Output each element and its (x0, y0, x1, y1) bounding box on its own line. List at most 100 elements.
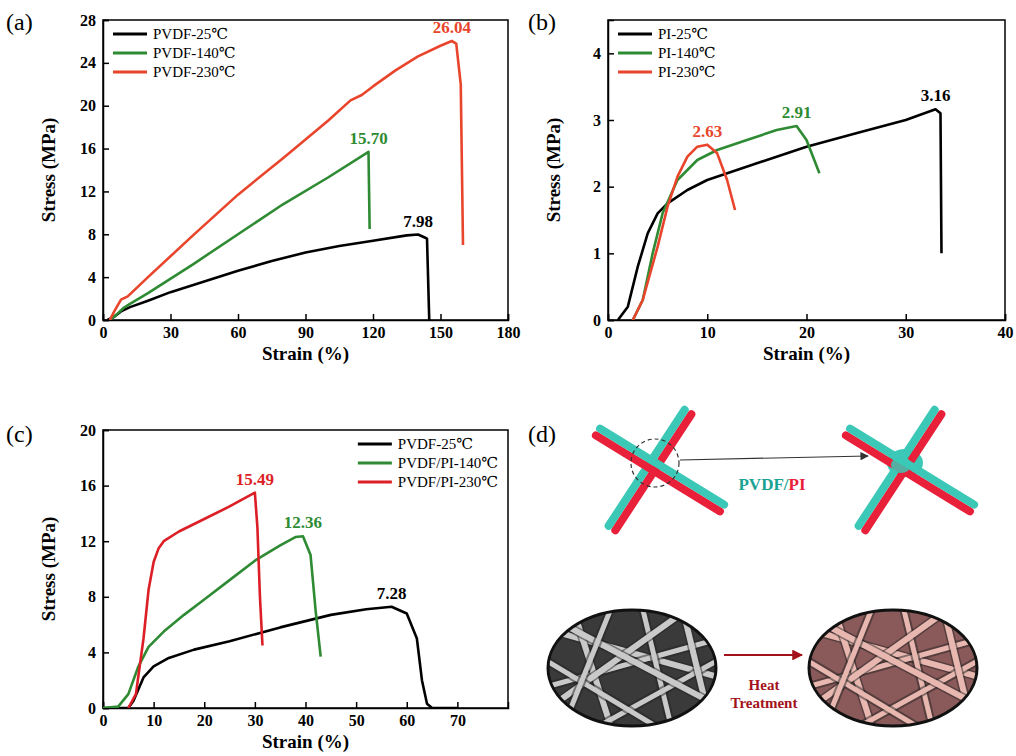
x-axis-title: Strain (%) (262, 343, 349, 365)
fiber-pvdf (859, 410, 935, 526)
tick: 20 (80, 97, 109, 114)
tick: 4 (88, 269, 109, 286)
tick: 70 (450, 702, 466, 729)
tick-mark (806, 314, 808, 320)
micrograph-fiber (562, 606, 612, 730)
plot-frame (103, 430, 508, 708)
tick-label: 180 (497, 324, 521, 341)
annotation: 7.28 (377, 584, 407, 603)
tick-label: 16 (80, 140, 96, 157)
tick-label: 0 (605, 324, 613, 341)
legend-swatch (358, 462, 392, 465)
y-axis: 048121620 (80, 422, 109, 717)
tick-label: 30 (247, 712, 263, 729)
tick: 30 (163, 314, 179, 341)
x-axis-title: Strain (%) (262, 731, 349, 753)
tick-mark (103, 234, 109, 236)
legend: PVDF-25℃PVDF/PI-140℃PVDF/PI-230℃ (358, 436, 498, 490)
panel: 01020304001234Strain (%)Stress (MPa)PI-2… (543, 20, 1014, 365)
tick-mark (906, 314, 908, 320)
legend-label: PI-140℃ (658, 45, 716, 61)
tick: 12 (80, 183, 109, 200)
tick-label: 10 (700, 324, 716, 341)
axis-line (609, 21, 615, 321)
annotation: 7.98 (403, 212, 433, 231)
legend-swatch (618, 52, 652, 55)
tick-mark (103, 652, 109, 654)
line (110, 41, 463, 320)
tick: 90 (298, 314, 314, 341)
tick-mark (103, 105, 109, 107)
tick: 0 (88, 312, 109, 329)
axis-line (104, 431, 110, 709)
tick: 60 (231, 314, 247, 341)
tick-mark (103, 430, 109, 432)
legend-swatch (113, 71, 147, 74)
line (633, 145, 735, 320)
tick-label: 12 (80, 183, 96, 200)
tick-mark (153, 702, 155, 708)
annotation: 2.91 (782, 103, 812, 122)
fiber-label-part: PVDF (738, 475, 783, 494)
tick: 16 (80, 477, 109, 494)
tick: 50 (349, 702, 365, 729)
tick: 0 (88, 700, 109, 717)
panel-label: (b) (528, 9, 556, 35)
tick: 16 (80, 140, 109, 157)
line (108, 235, 430, 321)
tick: 4 (593, 45, 614, 62)
tick: 3 (593, 112, 614, 129)
tick-label: 20 (80, 422, 96, 439)
micrograph-ground (542, 606, 722, 730)
tick-label: 28 (80, 12, 96, 29)
tick: 2 (593, 178, 614, 195)
tick: 30 (898, 314, 914, 341)
y-axis: 0481216202428 (80, 12, 109, 329)
legend: PI-25℃PI-140℃PI-230℃ (618, 26, 716, 80)
x-axis: 010203040 (605, 314, 1014, 341)
x-axis: 0306090120150180 (100, 314, 521, 341)
tick-mark (255, 702, 257, 708)
tick-mark (103, 63, 109, 65)
y-axis: 0 1 2 3 4 (593, 21, 614, 329)
tick-label: 30 (898, 324, 914, 341)
tick: 180 (497, 314, 521, 341)
tick: 10 (146, 702, 162, 729)
plot-frame (103, 20, 508, 320)
line (110, 152, 370, 320)
line (128, 493, 262, 708)
tick-label: 120 (362, 324, 386, 341)
tick-mark (1005, 314, 1007, 320)
treatment-arrow (724, 654, 802, 656)
tick: 4 (88, 644, 109, 661)
tick-label: 0 (100, 712, 108, 729)
tick: 28 (80, 12, 109, 29)
tick: 40 (998, 314, 1014, 341)
y-axis-title: Stress (MPa) (38, 517, 60, 622)
highlight-circle (631, 439, 679, 487)
diagram: PVDF/PIHeatTreatment (542, 410, 983, 730)
tick-mark (608, 53, 614, 55)
annotation: 15.70 (349, 129, 387, 148)
tick: 0 (593, 312, 614, 329)
line (103, 536, 321, 708)
line (618, 109, 942, 320)
plot-area (108, 41, 464, 320)
legend-label: PVDF-230℃ (153, 64, 236, 80)
tick-mark (170, 314, 172, 320)
legend-label: PVDF-25℃ (398, 436, 473, 452)
tick-mark (103, 191, 109, 193)
legend-swatch (618, 71, 652, 74)
tick-label: 12 (80, 533, 96, 550)
legend-label: PVDF/PI-230℃ (398, 474, 498, 490)
tick: 1 (593, 245, 614, 262)
tick-label: 70 (450, 712, 466, 729)
legend-entry: PVDF-25℃ (358, 436, 473, 452)
micrograph-fiber (542, 606, 692, 713)
tick: 40 (298, 702, 314, 729)
panel-label: (a) (6, 9, 33, 35)
tick: 10 (700, 314, 716, 341)
treatment-label: HeatTreatment (731, 677, 798, 711)
tick-mark (103, 541, 109, 543)
tick-mark (238, 314, 240, 320)
